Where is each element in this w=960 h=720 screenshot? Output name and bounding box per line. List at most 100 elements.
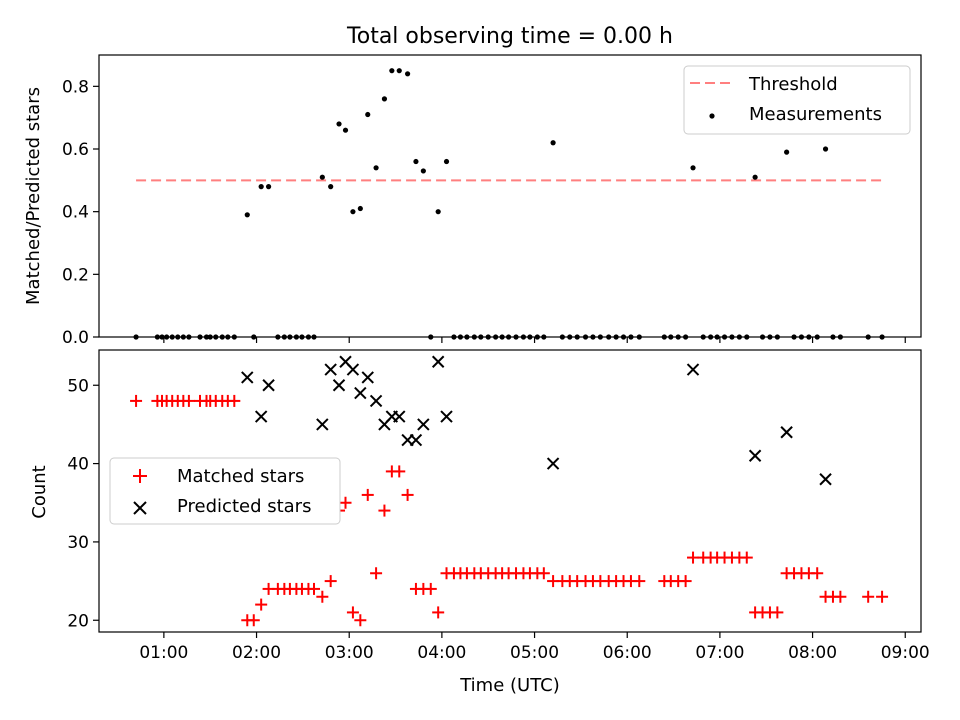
count-panel-ylabel: Count <box>29 465 50 518</box>
matched-star-point <box>771 606 784 619</box>
predicted-star-point <box>440 410 453 423</box>
y-tick-label: 40 <box>67 455 89 475</box>
measurement-point <box>311 334 317 340</box>
measurement-point <box>837 334 843 340</box>
measurement-point <box>752 174 758 180</box>
count-legend-matched-label: Matched stars <box>177 466 304 487</box>
y-tick-label: 0.0 <box>62 328 89 348</box>
count-panel-x-ticks: 01:00 02:00 03:00 04:00 05:00 06:00 07:00 08:00… <box>139 632 930 663</box>
matched-star-point <box>307 582 320 595</box>
measurement-point <box>582 334 589 340</box>
matched-star-point <box>401 488 414 501</box>
predicted-star-point <box>332 379 346 392</box>
measurement-point <box>258 184 264 190</box>
measurement-point <box>299 334 305 340</box>
x-tick-label: 02:00 <box>232 643 281 663</box>
measurement-point <box>197 334 203 340</box>
measurement-point <box>567 334 573 340</box>
matched-star-point <box>862 590 875 603</box>
matched-star-point <box>740 551 753 564</box>
predicted-star-point <box>361 371 374 384</box>
measurement-point <box>203 334 210 340</box>
measurement-point <box>219 334 225 340</box>
measurement-point <box>721 334 728 340</box>
predicted-star-point <box>546 457 560 470</box>
measurement-point <box>798 334 805 340</box>
measurement-point <box>350 209 356 215</box>
measurement-point <box>186 334 192 340</box>
x-tick-label: 06:00 <box>603 643 652 663</box>
measurement-point <box>791 334 797 340</box>
measurement-point <box>365 111 371 118</box>
measurement-point <box>822 146 829 152</box>
measurement-point <box>357 205 363 212</box>
measurement-point <box>175 334 181 340</box>
measurement-point <box>683 334 689 340</box>
measurement-point <box>620 334 627 340</box>
measurement-point <box>830 334 836 340</box>
measurement-point <box>428 334 434 340</box>
measurement-point <box>225 334 231 340</box>
measurement-point <box>443 158 450 165</box>
measurement-point <box>169 334 175 340</box>
matched-star-point <box>687 551 700 564</box>
measurement-point <box>541 334 547 340</box>
x-axis-label: Time (UTC) <box>459 675 560 696</box>
measurement-point <box>744 334 750 340</box>
matched-star-point <box>679 575 692 588</box>
measurement-point <box>736 334 742 340</box>
x-tick-label: 09:00 <box>881 643 930 663</box>
predicted-star-point <box>748 449 762 462</box>
predicted-star-point <box>324 363 337 376</box>
measurement-point <box>714 334 720 340</box>
x-tick-label: 01:00 <box>139 643 188 663</box>
predicted-star-point <box>686 363 700 376</box>
measurement-point <box>506 334 512 340</box>
ratio-legend-measurements-swatch <box>709 113 715 119</box>
measurement-point <box>265 184 272 190</box>
ratio-panel-legend: Threshold Measurements <box>683 65 911 135</box>
measurement-point <box>690 165 696 171</box>
measurement-point <box>305 334 312 340</box>
matched-star-point <box>378 504 391 517</box>
measurement-points <box>133 68 885 340</box>
matched-star-point <box>354 614 367 627</box>
measurement-point <box>389 68 395 74</box>
y-tick-label: 50 <box>67 376 89 396</box>
measurement-point <box>457 334 464 340</box>
measurement-point <box>774 334 780 340</box>
matched-star-point <box>834 590 847 603</box>
matched-star-point <box>247 614 260 627</box>
matched-star-point <box>255 598 268 611</box>
matched-star-point <box>130 394 143 407</box>
matched-star-point <box>432 606 445 619</box>
measurement-point <box>420 168 426 174</box>
matched-star-point <box>339 496 352 509</box>
measurement-point <box>328 184 334 190</box>
count-panel-legend: Matched stars Predicted stars <box>109 457 341 525</box>
measurement-point <box>381 96 388 102</box>
measurement-point <box>767 334 773 340</box>
matched-star-point <box>633 575 646 588</box>
measurement-point <box>700 334 706 340</box>
predicted-star-point <box>393 410 406 423</box>
measurement-point <box>729 334 735 340</box>
measurement-point <box>550 140 556 146</box>
measurement-point <box>275 334 281 340</box>
matched-star-point <box>361 488 374 501</box>
x-tick-label: 07:00 <box>695 643 744 663</box>
measurement-point <box>471 334 477 340</box>
matched-star-point <box>324 575 337 588</box>
matched-star-point <box>316 590 329 603</box>
measurement-point <box>293 334 299 340</box>
measurement-point <box>231 334 237 340</box>
predicted-star-point <box>369 394 383 408</box>
measurement-point <box>806 334 812 340</box>
y-tick-label: 30 <box>67 533 89 553</box>
x-tick-label: 08:00 <box>788 643 837 663</box>
ratio-panel-ylabel: Matched/Predicted stars <box>23 87 44 305</box>
measurement-point <box>574 334 580 340</box>
x-tick-label: 04:00 <box>417 643 466 663</box>
matched-star-point <box>370 567 383 580</box>
